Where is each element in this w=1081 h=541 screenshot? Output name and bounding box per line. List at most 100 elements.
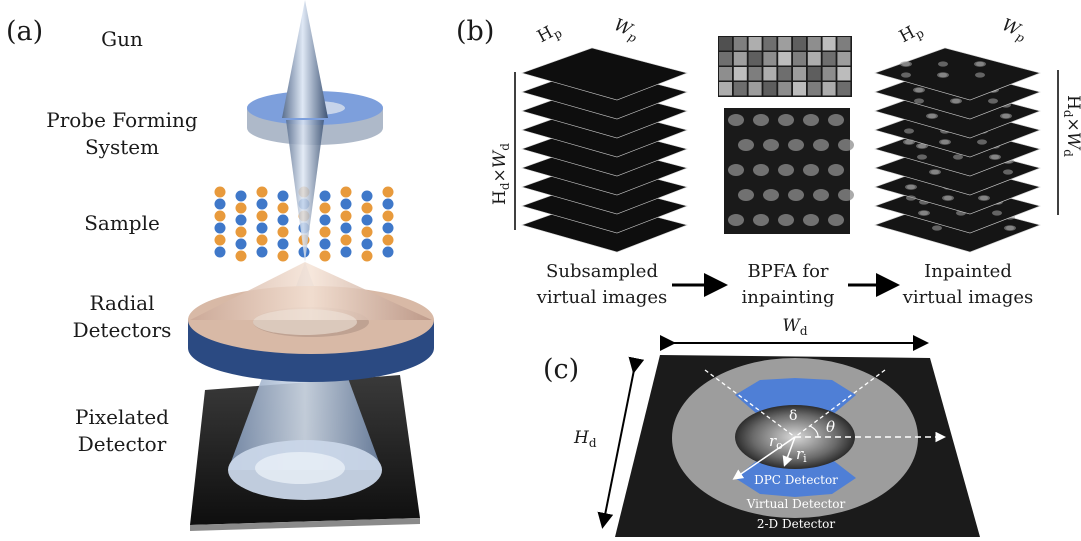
sample-atom [256,198,268,210]
image-blob [939,72,949,78]
dictionary-patch [719,37,732,51]
dictionary-patch [807,37,821,51]
sample-atom [319,202,331,214]
ri-radius-arrow [782,436,796,467]
image-blob [753,214,769,226]
sample-atom [214,234,226,246]
delta-symbol: δ [789,408,797,424]
sample-atom [277,202,289,214]
sample-atom [382,234,394,246]
image-blob [728,214,744,226]
sample-atom [361,250,373,262]
dictionary-patch [748,52,762,66]
image-blob [803,164,819,176]
stacked-image-layer [874,47,1041,101]
sample-atom [361,226,373,238]
image-blob [914,98,924,104]
electron-gun-cone [282,0,328,262]
sample-atom [214,198,226,210]
theta-arc [809,425,819,438]
sample-atom [256,222,268,234]
image-blob [753,114,769,126]
ro-symbol: ro [769,432,783,452]
ri-symbol: ri [796,445,807,465]
image-blob [788,139,804,151]
panel-a: (a) Gun Probe Forming System Sample Radi… [6,0,434,531]
sample-atom [361,214,373,226]
sample-atom [235,190,247,202]
dpc-edge-guide-right [794,369,886,438]
sample-atom [256,210,268,222]
sample-atom [361,190,373,202]
sample-atom [319,226,331,238]
sample-atom [319,250,331,262]
image-blob [932,225,942,231]
image-blob [975,72,985,78]
right-hp-label: Hp [896,19,926,49]
image-blob [906,195,916,201]
dictionary-patch [778,67,792,81]
dictionary-patch [719,67,732,81]
label-sample: Sample [84,211,160,235]
image-blob [931,169,941,175]
label-radial-line2: Detectors [73,318,172,342]
sample-atom [214,246,226,258]
image-blob [828,214,844,226]
image-blob [952,98,962,104]
stacked-image-layer [521,47,688,101]
label-pixel-line1: Pixelated [75,405,169,429]
image-blob [753,164,769,176]
dictionary-patch [763,82,777,96]
panel-c: (c) Wd Hd δ θ ro ri DPC Detector Virtual… [543,316,980,537]
dictionary-patch [837,37,851,51]
image-blob [838,189,854,201]
sample-atom [235,238,247,250]
sample-atom [361,238,373,250]
dictionary-patch [733,67,747,81]
image-blob [803,214,819,226]
dictionary-patch [793,37,806,51]
image-blob [901,72,911,78]
image-blob [938,61,948,67]
dictionary-patch [822,37,836,51]
image-blob [915,87,925,93]
image-blob [813,139,829,151]
dictionary-patch [763,52,777,66]
sample-atom [340,186,352,198]
image-blob [1002,113,1012,119]
image-blob [992,210,1002,216]
sample-atom [235,226,247,238]
image-blob [763,139,779,151]
image-blob [838,139,854,151]
sample-atom [382,222,394,234]
image-blob [928,113,938,119]
sample-atom [361,202,373,214]
sample-atom [256,234,268,246]
bpfa-sample-image [724,108,854,234]
image-blob [738,189,754,201]
image-blob [828,114,844,126]
panel-a-tag: (a) [6,16,43,47]
bpfa-dictionary-patches [718,36,852,97]
c-hd-label: Hd [573,428,597,450]
left-hp-label: Hp [534,19,564,49]
image-blob [920,210,930,216]
sample-atom [340,246,352,258]
panel-b: (b) Hp Wp Hd×Wd Hp Wp Hd×Wd Subsampled v… [456,15,1081,308]
sample-atom [382,198,394,210]
caption-inpainted-line2: virtual images [902,287,1034,308]
sample-atom [319,238,331,250]
dictionary-patch [807,52,821,66]
sample-atom [256,186,268,198]
subsampled-image-stack [521,47,688,253]
sample-atom [256,246,268,258]
sample-atom [235,202,247,214]
sample-atom [214,186,226,198]
dictionary-patch [778,52,792,66]
virtual-detector-label: Virtual Detector [746,497,846,511]
image-blob [977,139,987,145]
dictionary-patch [733,52,747,66]
image-blob [941,139,951,145]
ro-radius-arrow [732,436,796,480]
image-blob [778,164,794,176]
